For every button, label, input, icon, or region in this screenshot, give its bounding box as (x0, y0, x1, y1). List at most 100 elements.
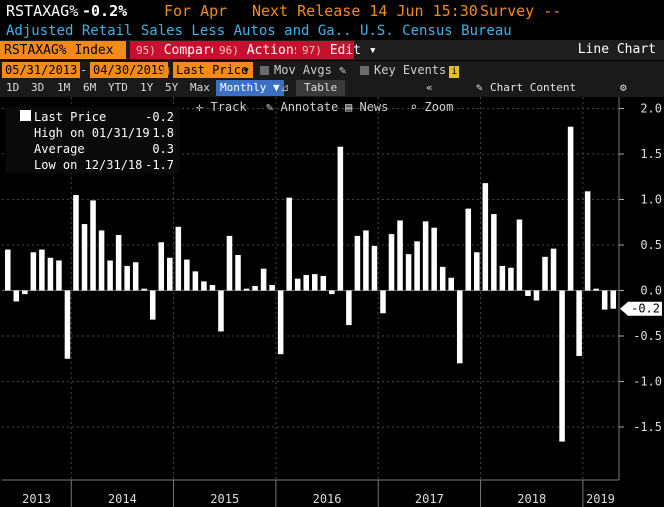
chart-content-button[interactable]: Chart Content (490, 81, 577, 94)
bar (107, 260, 113, 291)
period-max[interactable]: Max (190, 81, 210, 94)
period-ytd[interactable]: YTD (108, 81, 128, 94)
bar (371, 245, 378, 291)
bar (354, 235, 361, 291)
compare-number: 95) (136, 44, 156, 57)
ticker-label: RSTAXAG% (6, 2, 79, 20)
bar (431, 227, 437, 291)
period-bar: 1D 3D 1M 6M YTD 1Y 5Y Max Monthly ▼ ⊿ Ta… (0, 79, 664, 97)
mov-avgs-toggle[interactable]: Mov Avgs ✎ (260, 61, 346, 79)
bar (439, 266, 446, 291)
period-5y[interactable]: 5Y (165, 81, 179, 94)
zoom-label: Zoom (424, 100, 454, 114)
news-icon: ▤ (345, 100, 353, 114)
last-value-marker (620, 301, 662, 316)
bar (277, 290, 284, 355)
bar (226, 235, 233, 291)
field-label: Last Price (176, 63, 249, 77)
bar (482, 183, 489, 291)
bar (81, 224, 88, 291)
period-6m[interactable]: 6M (83, 81, 97, 94)
table-button[interactable]: Table (296, 80, 346, 96)
bar (584, 191, 591, 291)
bar (346, 290, 352, 326)
x-tick-label: 2017 (415, 492, 444, 506)
bar (474, 252, 480, 291)
y-tick-label: 1.0 (640, 193, 662, 207)
track-tool[interactable]: ✛ Track (196, 99, 247, 115)
field-dropdown[interactable]: Last Price ▾ (173, 62, 253, 78)
bar (414, 241, 420, 291)
key-events-toggle[interactable]: Key Events i (360, 61, 460, 79)
compare-label: Compare (163, 43, 219, 58)
bar (235, 255, 241, 291)
checkbox-icon (360, 66, 369, 75)
bar (30, 252, 37, 291)
zoom-tool[interactable]: ⌕ Zoom (410, 99, 453, 115)
edit-icon[interactable]: ✎ (476, 81, 483, 94)
bar (141, 288, 147, 291)
x-tick-label: 2015 (210, 492, 239, 506)
legend-high-value: 1.8 (152, 126, 174, 140)
crosshair-icon: ✛ (196, 100, 204, 114)
period-3d[interactable]: 3D (31, 81, 45, 94)
legend-last-label: Last Price (34, 110, 107, 124)
bar (260, 268, 267, 291)
actions-button[interactable]: 96) Actions ▾ (213, 41, 317, 59)
bar (397, 220, 403, 291)
period-1d[interactable]: 1D (6, 81, 20, 94)
annotate-tool[interactable]: ✎ Annotate (266, 99, 338, 115)
y-tick-label: -1.0 (633, 375, 662, 389)
actions-label: Actions (246, 43, 302, 58)
bar (363, 230, 369, 291)
bar (175, 226, 182, 291)
collapse-icon[interactable]: « (426, 81, 433, 94)
track-label: Track (210, 100, 247, 114)
bar (252, 285, 258, 291)
bar (124, 265, 130, 291)
bar (218, 290, 224, 332)
chevron-down-icon: ▼ (272, 81, 280, 94)
frequency-dropdown[interactable]: Monthly ▼ (216, 80, 284, 96)
quote-header: RSTAXAG% -0.2% For Apr Next Release 14 J… (0, 0, 664, 22)
bar (294, 278, 301, 291)
bar (13, 290, 20, 302)
bar (243, 288, 250, 291)
bar (533, 290, 540, 301)
y-tick-label: 2.0 (640, 102, 662, 116)
security-description: Adjusted Retail Sales Less Autos and Ga.… (0, 22, 664, 40)
period-1y[interactable]: 1Y (140, 81, 154, 94)
gear-icon[interactable]: ⚙ (620, 81, 627, 94)
x-axis: 2013 2014 2015 2016 2017 2018 2019 (2, 479, 619, 507)
bar (550, 248, 557, 291)
legend-low-value: -1.7 (145, 158, 174, 172)
bar (337, 146, 344, 291)
mov-avgs-label: Mov Avgs (274, 63, 332, 77)
news-tool[interactable]: ▤ News (345, 99, 388, 115)
date-separator: - (80, 63, 88, 77)
index-field[interactable]: RSTAXAG% Index (0, 41, 126, 59)
bar (525, 290, 531, 296)
bar (567, 126, 574, 291)
period-1m[interactable]: 1M (57, 81, 71, 94)
compare-button[interactable]: 95) Compare (130, 41, 219, 59)
y-tick-label: -1.5 (633, 420, 662, 434)
start-date-field[interactable]: 05/31/2013 (2, 62, 81, 78)
x-tick-label: 2016 (313, 492, 342, 506)
legend-average-label: Average (34, 142, 85, 156)
bar (593, 288, 599, 291)
bar (542, 256, 548, 291)
edit-button[interactable]: 97) Edit ▾ (296, 41, 377, 59)
description-text: Adjusted Retail Sales Less Autos and Ga.… (6, 23, 512, 39)
bar (98, 230, 105, 291)
bar (499, 265, 506, 291)
news-label: News (359, 100, 389, 114)
bar (56, 260, 62, 291)
chart-type-icon[interactable]: ⊿ (280, 81, 290, 94)
chart-type-title[interactable]: Line Chart (577, 42, 656, 57)
bar-series (5, 126, 616, 442)
calendar-icon[interactable]: ▦ (162, 63, 170, 77)
frequency-label: Monthly (220, 81, 267, 94)
end-date-field[interactable]: 04/30/2019 (90, 62, 169, 78)
